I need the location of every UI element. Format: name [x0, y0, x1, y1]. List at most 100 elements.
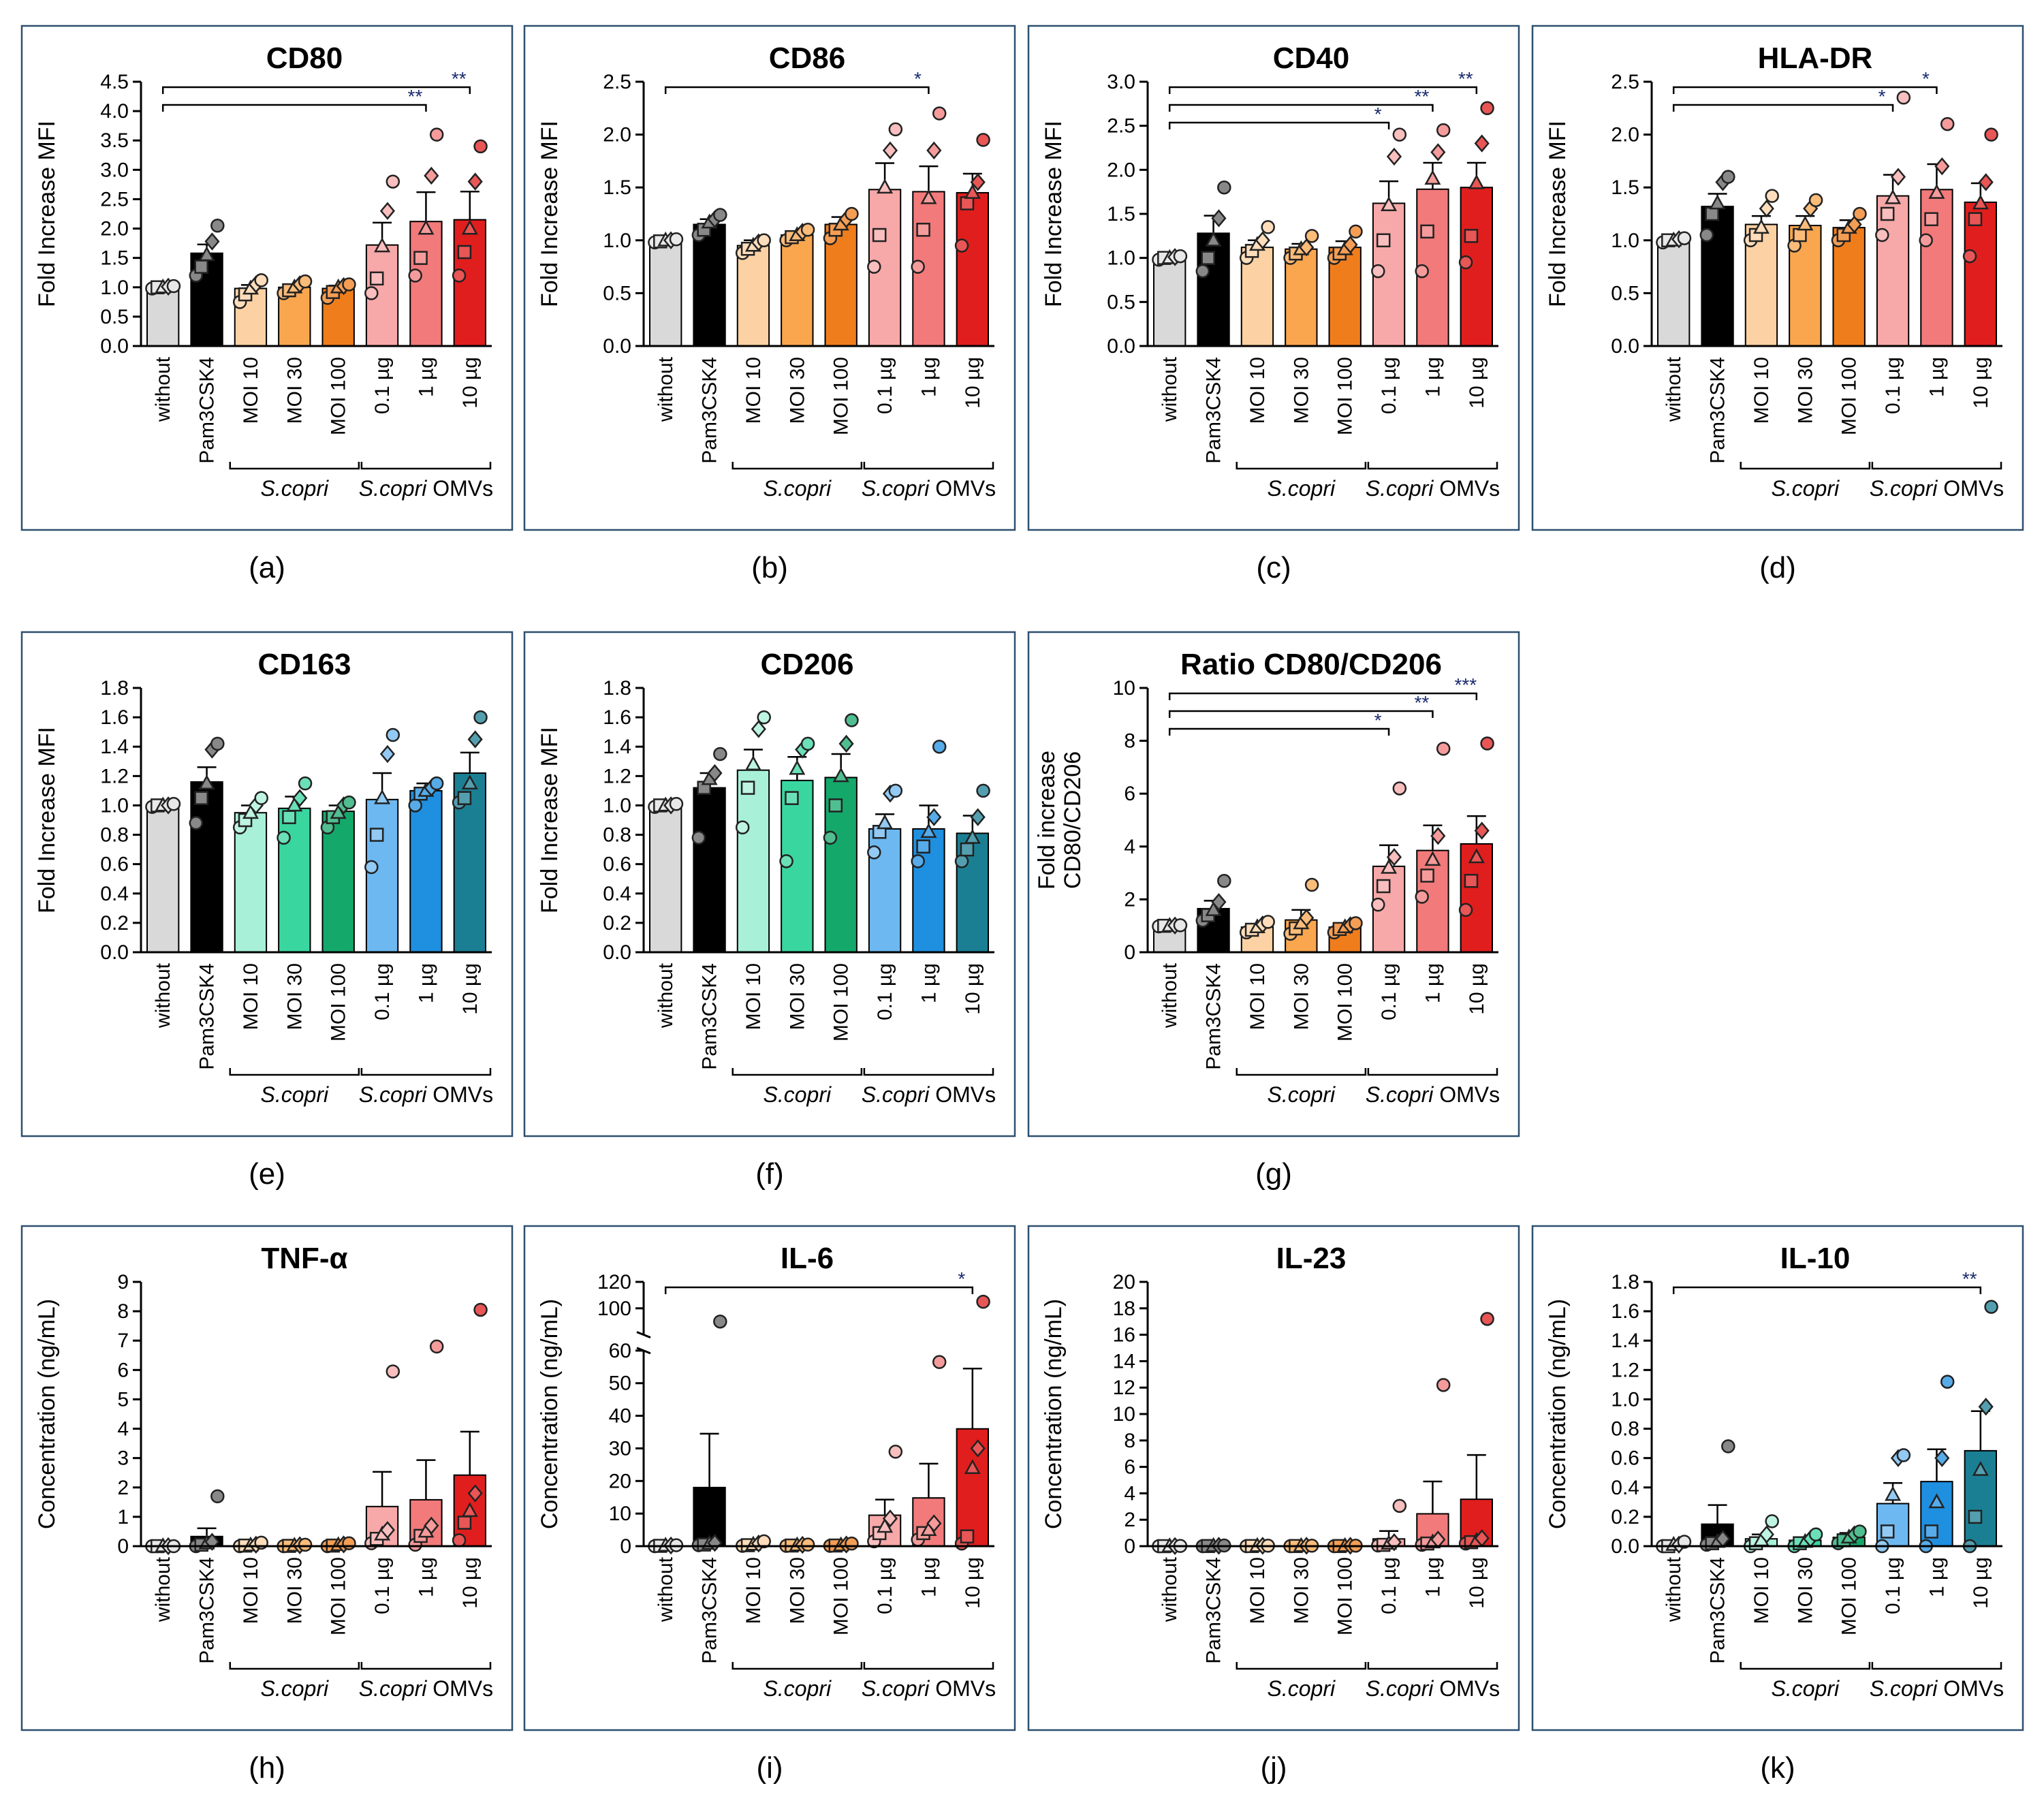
data-point-circle	[888, 122, 903, 137]
y-tick-label: 3	[117, 1447, 129, 1470]
data-point-circle	[691, 830, 706, 845]
y-axis-label: Concentration (ng/mL)	[537, 1299, 563, 1529]
panel-k: IL-10 0.0 0.2 0.4 0.6 0.8 1.0 1.2 1.4 1.6 1.8 Conce…	[1531, 1225, 2024, 1785]
data-point-triangle	[374, 789, 391, 804]
bar	[365, 798, 399, 954]
chart-title: IL-6	[781, 1242, 834, 1275]
x-tick-label: 1 µg	[415, 1557, 437, 1597]
y-tick-label: 0.0	[603, 941, 631, 964]
x-tick-label: 10 µg	[962, 357, 984, 409]
panel-label: (h)	[249, 1751, 285, 1785]
data-point-circle	[954, 238, 969, 253]
bar	[736, 769, 770, 953]
data-point-diamond	[424, 1516, 439, 1535]
x-tick-label: MOI 30	[283, 357, 306, 424]
data-point-circle	[713, 747, 727, 762]
y-axis-label: Fold Increase MFI	[537, 727, 563, 913]
data-point-circle	[1875, 227, 1889, 242]
data-point-square	[916, 839, 930, 854]
bar	[453, 219, 486, 347]
bar	[1657, 239, 1691, 347]
data-point-circle	[1480, 101, 1494, 116]
data-point-triangle	[1797, 215, 1814, 231]
group-label: S.copri OMVs	[862, 476, 996, 501]
significance-bracket	[1168, 727, 1390, 736]
data-point-circle	[779, 854, 793, 868]
data-point-circle	[669, 232, 684, 247]
chart-title: CD163	[258, 648, 351, 681]
y-tick-label: 0.4	[100, 883, 129, 905]
bar	[1876, 195, 1910, 347]
y-tick-label: 4	[117, 1418, 129, 1441]
data-point-triangle	[1381, 196, 1398, 211]
x-tick-label: 0.1 µg	[1882, 357, 1904, 414]
y-tick-label: 0.8	[1611, 1418, 1639, 1441]
panel-e: CD163 0.0 0.2 0.4 0.6 0.8 1.0 1.2 1.4 1.6 1.8 Fold …	[20, 631, 514, 1191]
data-point-circle	[735, 820, 750, 835]
y-tick-label: 1.8	[100, 677, 129, 700]
chart-title: IL-23	[1276, 1242, 1347, 1275]
data-point-square	[457, 1516, 472, 1530]
y-tick-label: 2	[117, 1477, 129, 1499]
data-point-circle	[1984, 1300, 1998, 1314]
y-tick-label: 1.2	[603, 765, 631, 787]
data-point-circle	[1940, 1375, 1955, 1389]
data-point-square	[785, 791, 799, 805]
y-tick-label: 6	[1124, 1456, 1135, 1479]
y-tick-label: 4	[1124, 836, 1135, 858]
significance-label: *	[914, 68, 922, 89]
y-tick-label: 6	[117, 1359, 129, 1381]
x-tick-label: MOI 30	[786, 1557, 808, 1624]
significance-label: *	[1374, 710, 1382, 731]
data-point-circle	[408, 268, 422, 283]
y-axis-label: Fold Increase MFI	[1545, 121, 1571, 307]
data-point-square	[960, 1529, 975, 1543]
data-point-triangle	[1752, 219, 1770, 234]
data-point-circle	[976, 1294, 990, 1309]
data-point-square	[457, 245, 472, 260]
x-tick-label: MOI 10	[1750, 357, 1773, 424]
x-tick-label: MOI 100	[1334, 963, 1357, 1041]
data-point-square	[1464, 873, 1479, 888]
x-tick-label: without	[1159, 962, 1181, 1029]
x-tick-label: Pam3CSK4	[699, 1557, 721, 1664]
data-point-triangle	[1928, 184, 1945, 199]
data-point-circle	[932, 1355, 947, 1369]
x-tick-label: without	[152, 356, 174, 422]
significance-label: **	[452, 68, 467, 89]
y-tick-label: 1.5	[603, 176, 631, 199]
data-point-circle	[1853, 1524, 1867, 1539]
data-point-circle	[911, 260, 925, 274]
data-point-circle	[1392, 781, 1407, 796]
y-tick-label: 0.0	[1611, 335, 1639, 358]
panel-i: IL-6 0 10 20 30 40 50 60 100 120 Concentration (ng…	[523, 1225, 1016, 1785]
group-label: S.copri	[261, 1676, 329, 1701]
bar	[409, 221, 443, 347]
y-tick-label: 5	[117, 1388, 129, 1411]
data-point-circle	[757, 1534, 771, 1549]
data-point-diamond	[970, 173, 986, 191]
data-point-circle	[1195, 264, 1210, 279]
group-bracket	[1367, 1662, 1498, 1670]
data-point-circle	[845, 713, 859, 727]
data-point-circle	[911, 854, 925, 868]
y-tick-label: 10	[609, 1503, 631, 1525]
group-label: S.copri OMVs	[1870, 476, 2004, 501]
significance-label: **	[1458, 68, 1473, 89]
y-tick-label: 7	[117, 1330, 129, 1352]
y-tick-label: 1.5	[1107, 203, 1135, 225]
data-point-diamond	[1978, 1398, 1994, 1416]
data-point-circle	[1853, 206, 1867, 221]
group-bracket	[863, 1068, 994, 1076]
group-label: S.copri	[764, 1082, 832, 1107]
panel-frame	[1027, 1225, 1520, 1731]
x-tick-label: 1 µg	[1925, 1557, 1948, 1597]
y-tick-label: 120	[597, 1271, 631, 1293]
data-point-square	[413, 251, 428, 265]
data-point-triangle	[964, 1459, 981, 1475]
panel-label: (i)	[756, 1751, 783, 1785]
x-tick-label: 1 µg	[917, 1557, 940, 1597]
data-point-triangle	[1709, 194, 1726, 210]
x-tick-label: MOI 30	[283, 1557, 306, 1624]
